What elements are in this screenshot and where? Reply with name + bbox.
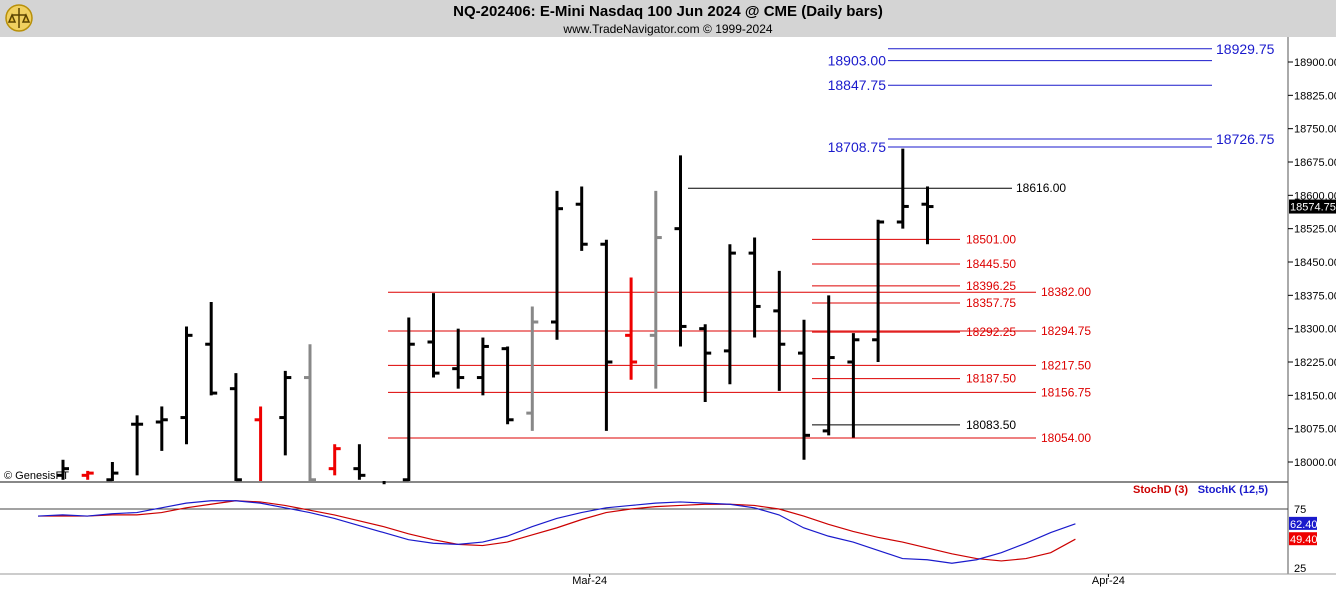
ohlc-bar [452,328,465,389]
ohlc-bar [180,326,193,445]
y-tick-label: 18900.00 [1294,57,1336,69]
ohlc-bar [551,190,563,340]
ohlc-bar [649,190,662,389]
level-label: 18083.50 [966,418,1016,432]
level-label: 18929.75 [1216,41,1275,57]
chart-subtitle: www.TradeNavigator.com © 1999-2024 [563,22,773,36]
title-bar: NQ-202406: E-Mini Nasdaq 100 Jun 2024 @ … [0,0,1336,37]
ohlc-bar [279,370,292,456]
ohlc-bar [822,295,835,436]
level-label: 18294.75 [1041,324,1091,338]
last-price-tag [1289,199,1336,214]
ohlc-bar [896,148,909,229]
ohlc-bar [847,333,860,438]
ohlc-bar [748,237,761,338]
y-tick-label: 18450.00 [1294,257,1336,269]
level-label: 18396.25 [966,279,1016,293]
trade-navigator-logo-icon [5,4,33,32]
ohlc-bar [575,186,588,251]
level-label: 18726.75 [1216,131,1275,147]
ohlc-bar [674,155,687,347]
ohlc-bar [328,444,341,476]
ohlc-bar [723,244,736,385]
ohlc-bar [427,293,440,378]
ohlc-bar [304,344,316,482]
ohlc-bar [798,319,810,460]
chart-area: 18900.00 18825.00 18750.00 18675.00 18600.00… [0,37,1336,587]
ohlc-bar [131,415,144,476]
y-tick-label: 18225.00 [1294,357,1336,369]
ohlc-bar [81,470,94,480]
ohlc-bar [872,219,885,362]
y-tick-label: 18375.00 [1294,290,1336,302]
y-tick-label: 18825.00 [1294,90,1336,102]
stoch-tick-label: 25 [1294,563,1306,575]
genesisft-watermark: © GenesisFT [4,470,69,482]
level-label: 18382.00 [1041,285,1091,299]
ohlc-bar [402,317,415,482]
y-tick-label: 18750.00 [1294,124,1336,136]
ohlc-bar [254,406,263,481]
chart-title: NQ-202406: E-Mini Nasdaq 100 Jun 2024 @ … [453,3,883,20]
level-label: 18847.75 [828,77,887,93]
level-label: 18054.00 [1041,431,1091,445]
stoch-legend-entry: StochK (12,5) [1198,484,1269,496]
level-label: 18616.00 [1016,181,1066,195]
stoch-last-tag [1289,532,1317,546]
ohlc-bar [205,302,218,396]
level-label: 18903.00 [828,53,887,69]
level-label: 18292.25 [966,325,1016,339]
ohlc-bar [699,324,712,402]
y-tick-label: 18075.00 [1294,424,1336,436]
stoch-legend-entry: StochD (3) [1133,484,1188,496]
stoch-tick-label: 75 [1294,504,1306,516]
price-panel: 18900.00 18825.00 18750.00 18675.00 18600.00… [0,37,1336,574]
ohlc-bar [155,406,168,451]
ohlc-bar [501,346,514,425]
x-tick-label: Apr-24 [1092,575,1125,587]
stoch-last-label: 62.40 [1290,519,1318,531]
y-tick-label: 18300.00 [1294,324,1336,336]
level-label: 18156.75 [1041,385,1091,399]
y-tick-label: 18525.00 [1294,224,1336,236]
ohlc-bar [921,186,934,245]
x-tick-label: Mar-24 [572,575,607,587]
ohlc-bar [773,270,786,391]
level-label: 18445.50 [966,257,1016,271]
stoch-series-line [38,500,1076,562]
stoch-last-tag [1289,516,1317,530]
ohlc-bar [229,373,242,482]
stoch-series-line [37,500,1076,564]
ohlc-bar [353,444,366,480]
ohlc-bar [600,239,613,431]
level-label: 18357.75 [966,296,1016,310]
ohlc-bar [476,337,489,396]
y-tick-label: 18000.00 [1294,457,1336,469]
y-tick-label: 18150.00 [1294,390,1336,402]
y-tick-label: 18600.00 [1294,190,1336,202]
level-label: 18708.75 [828,139,887,155]
y-tick-label: 18675.00 [1294,157,1336,169]
stoch-last-label: 49.40 [1290,534,1318,546]
level-label: 18217.50 [1041,358,1091,372]
ohlc-bar [57,459,69,480]
ohlc-bar [106,462,119,482]
last-price-label: 18574.75 [1290,202,1336,214]
ohlc-bar [526,306,539,431]
level-label: 18187.50 [966,372,1016,386]
level-label: 18501.00 [966,232,1016,246]
ohlc-bar [625,277,638,380]
stochastic-panel: Mar-24 Apr-24 75 25 StochD (3) 49.40 StochK (1… [0,484,1336,587]
